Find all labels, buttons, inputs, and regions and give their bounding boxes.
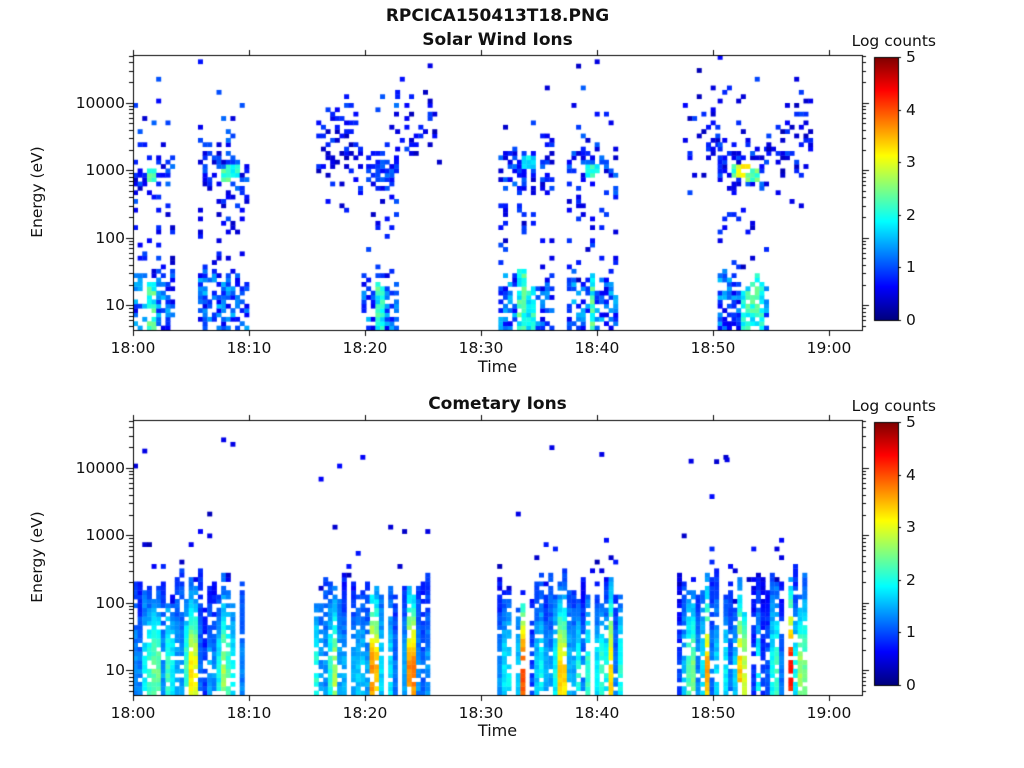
panel1-x-tick-label: 18:00 (110, 339, 156, 357)
panel1-y-tick-label: 100 (95, 228, 125, 247)
panel1-title: Solar Wind Ions (422, 30, 573, 50)
panel2-colorbar-tick-label: 5 (906, 413, 916, 431)
figure-title: RPCICA150413T18.PNG (385, 6, 610, 26)
panel2-y-tick-label: 10000 (75, 458, 125, 477)
panel2-colorbar-tick-label: 4 (906, 465, 916, 484)
panel2-x-tick-label: 18:30 (458, 704, 504, 722)
panel2-y-tick-label: 100 (95, 593, 125, 612)
panel1-y-tick-label: 10000 (75, 93, 125, 112)
panel1-x-tick-label: 18:50 (690, 339, 736, 357)
panel2-colorbar-tick-label: 3 (906, 518, 916, 537)
panel2-colorbar-tick-label: 2 (906, 570, 916, 589)
panel1-x-tick-label: 18:40 (574, 339, 620, 357)
panel2-y-tick-label: 10 (105, 661, 125, 680)
panel1-colorbar-tick-label: 3 (906, 153, 916, 172)
panel2-x-tick-label: 19:00 (806, 704, 852, 722)
panel2-x-axis-label: Time (477, 721, 518, 740)
panel1-colorbar-tick-label: 4 (906, 100, 916, 119)
panel1-x-tick-label: 18:30 (458, 339, 504, 357)
panel1-x-axis-label: Time (477, 357, 518, 376)
panel2-title: Cometary Ions (428, 394, 567, 414)
panel1-y-tick-label: 1000 (85, 161, 125, 180)
panel1-colorbar-tick-label: 1 (906, 258, 916, 277)
panel2-x-tick-label: 18:00 (110, 704, 156, 722)
panel1-y-tick-label: 10 (105, 296, 125, 315)
panel1-colorbar-tick-label: 2 (906, 205, 916, 224)
panel2-y-axis-label: Energy (eV) (28, 511, 46, 603)
panel2-x-tick-label: 18:40 (574, 704, 620, 722)
panel2-colorbar-tick-label: 0 (906, 676, 916, 694)
panel1-x-tick-label: 18:20 (342, 339, 388, 357)
panel1-colorbar-tick-label: 0 (906, 311, 916, 329)
panel2-x-tick-label: 18:50 (690, 704, 736, 722)
panel2-colorbar-tick-label: 1 (906, 623, 916, 642)
panel1-y-axis-label: Energy (eV) (28, 146, 46, 238)
panel1-colorbar-tick-label: 5 (906, 48, 916, 66)
panel2-y-tick-label: 1000 (85, 526, 125, 545)
panel2-x-tick-label: 18:20 (342, 704, 388, 722)
panel1-x-tick-label: 18:10 (226, 339, 272, 357)
panel1-colorbar-label: Log counts (851, 32, 936, 50)
panel2-x-tick-label: 18:10 (226, 704, 272, 722)
panel2-colorbar-label: Log counts (851, 397, 936, 415)
panel1-x-tick-label: 19:00 (806, 339, 852, 357)
